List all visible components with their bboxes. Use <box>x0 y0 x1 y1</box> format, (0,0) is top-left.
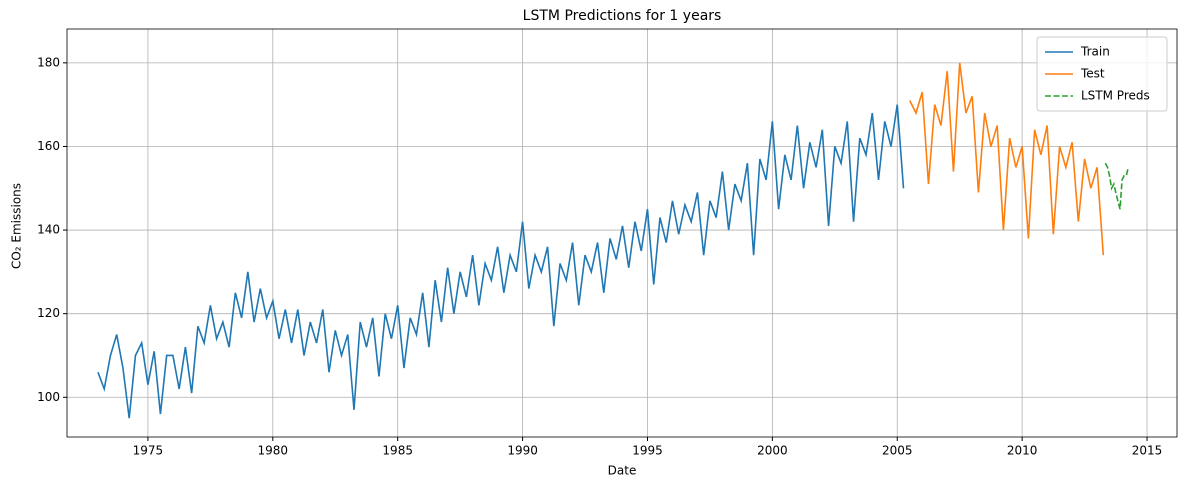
legend-box <box>1036 36 1168 112</box>
x-tick-label: 1995 <box>632 444 663 458</box>
y-tick-label: 180 <box>37 55 60 69</box>
y-tick-label: 100 <box>37 390 60 404</box>
x-tick-label: 2015 <box>1132 444 1163 458</box>
legend-label: LSTM Preds <box>1081 89 1150 103</box>
x-tick-label: 2005 <box>882 444 913 458</box>
x-tick-label: 1990 <box>507 444 538 458</box>
legend-label: Test <box>1080 67 1105 81</box>
series-line <box>1104 162 1130 210</box>
y-tick-label: 160 <box>37 139 60 153</box>
series-line <box>97 104 905 419</box>
axes-frame <box>66 28 1178 438</box>
x-tick-label: 1980 <box>258 444 289 458</box>
x-tick-label: 1985 <box>382 444 413 458</box>
y-tick-label: 120 <box>37 306 60 320</box>
legend-label: Train <box>1080 45 1110 59</box>
y-axis-label: CO₂ Emissions <box>10 183 24 269</box>
x-axis-label: Date <box>608 464 637 478</box>
chart-title: LSTM Predictions for 1 years <box>523 8 722 24</box>
x-tick-label: 2000 <box>757 444 788 458</box>
series-line <box>909 62 1105 256</box>
x-tick-label: 2010 <box>1007 444 1038 458</box>
y-tick-label: 140 <box>37 223 60 237</box>
x-tick-label: 1975 <box>133 444 164 458</box>
